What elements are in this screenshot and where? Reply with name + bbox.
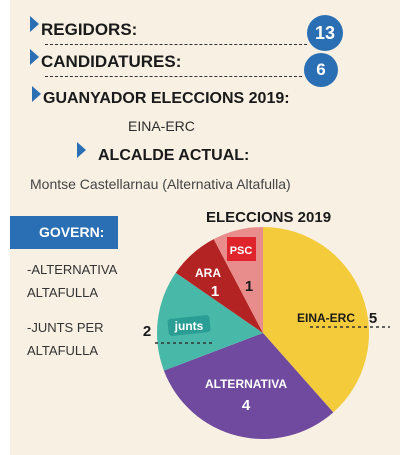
pie-slice-eina-erc: [263, 227, 369, 413]
psc-logo-icon: [227, 237, 256, 261]
chart-title: ELECCIONS 2019: [206, 209, 332, 226]
govern-item: ALTAFULLA: [27, 285, 99, 300]
bullet-triangle-icon: [32, 86, 41, 102]
slice-value: 1: [211, 283, 219, 300]
pie-slice-ara: [175, 239, 263, 333]
regidors-divider: [45, 44, 307, 45]
slice-value: 2: [143, 323, 151, 340]
candidatures-divider: [45, 76, 302, 77]
slice-value: 5: [369, 310, 377, 327]
slice-label: junts: [174, 319, 204, 333]
govern-banner: GOVERN:: [10, 216, 118, 249]
candidatures-label: CANDIDATURES:: [41, 52, 182, 71]
bullet-triangle-icon: [77, 142, 86, 158]
bullet-triangle-icon: [30, 16, 39, 32]
govern-item: ALTAFULLA: [27, 343, 99, 358]
govern-item: -ALTERNATIVA: [27, 262, 118, 277]
mayor-name: Montse Castellarnau (Alternativa Altaful…: [30, 176, 291, 192]
pie-slice-alternativa: [163, 333, 334, 440]
slice-label: EINA-ERC: [297, 311, 355, 325]
govern-label: GOVERN:: [39, 224, 105, 240]
slice-value: 1: [245, 278, 253, 295]
slice-label: ALTERNATIVA: [205, 377, 287, 391]
winner-label: GUANYADOR ELECCIONS 2019:: [43, 90, 290, 107]
pie-slice-junts: [157, 272, 263, 371]
slice-label: PSC: [230, 245, 253, 257]
winner-party: EINA-ERC: [128, 118, 195, 134]
mayor-label: ALCALDE ACTUAL:: [98, 147, 250, 164]
regidors-label: REGIDORS:: [41, 20, 138, 39]
slice-label: ARA: [195, 266, 221, 280]
bullet-triangle-icon: [30, 49, 39, 65]
election-pie-chart: EINA-ERC 5 ALTERNATIVA 4 junts 2 ARA 1 PSC 1: [143, 227, 390, 440]
junts-logo-icon: [167, 315, 211, 336]
info-panel: REGIDORS: 13 CANDIDATURES: 6 GUANYADOR E…: [10, 0, 400, 455]
slice-value: 4: [242, 397, 251, 414]
govern-item: -JUNTS PER: [27, 320, 104, 335]
candidatures-count-badge: 6: [304, 53, 338, 87]
regidors-count-badge: 13: [307, 15, 343, 51]
